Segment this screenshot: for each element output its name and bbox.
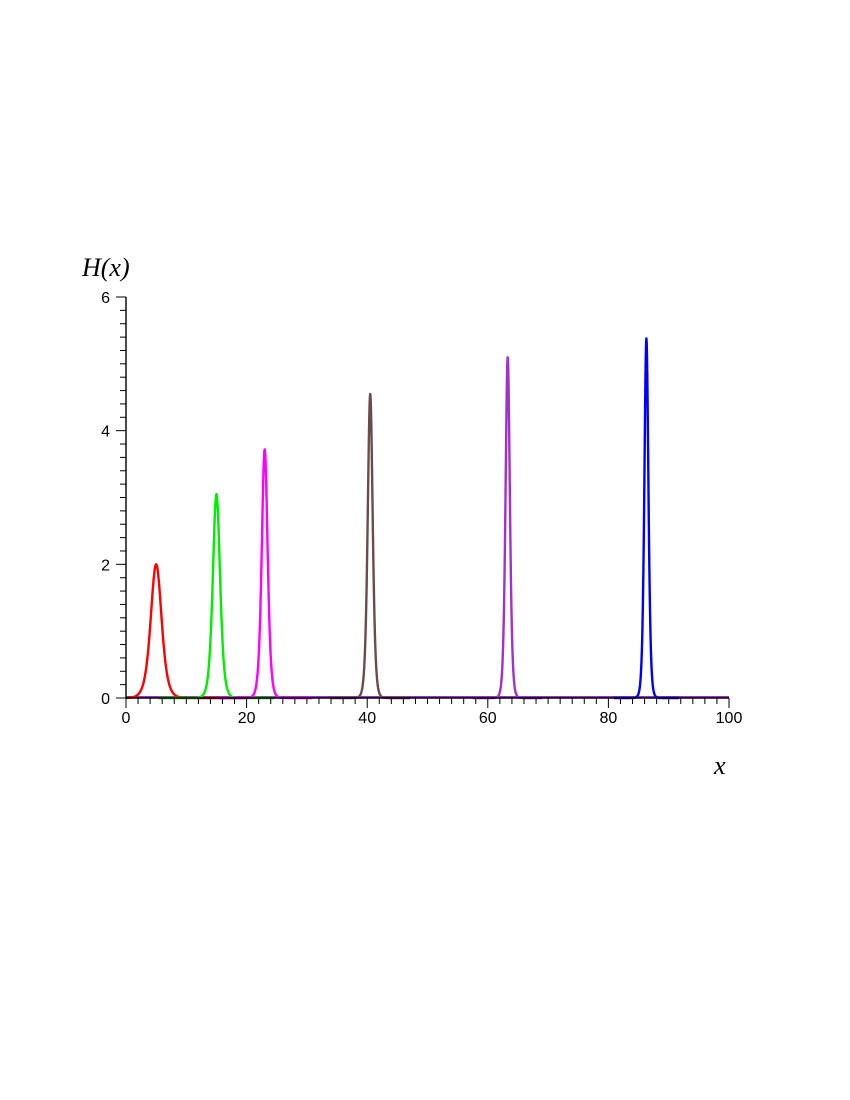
y-tick-label: 4	[101, 424, 110, 441]
axes: 0 20 40 60 80 100 0 2 4 6	[101, 290, 742, 727]
y-tick-label: 0	[101, 691, 110, 708]
x-ticks: 0 20 40 60 80 100	[122, 698, 743, 727]
x-tick-label: 40	[358, 710, 376, 727]
series-line-4	[329, 392, 411, 700]
series-line-3	[216, 448, 313, 700]
x-tick-label: 0	[122, 710, 131, 727]
series-line-5	[472, 356, 544, 700]
y-tick-label: 2	[101, 557, 110, 574]
x-tick-label: 100	[716, 710, 743, 727]
y-tick-label: 6	[101, 290, 110, 307]
plot-area	[125, 337, 729, 700]
y-ticks: 0 2 4 6	[101, 290, 126, 708]
y-axis-title: H(x)	[81, 253, 130, 282]
x-tick-label: 80	[600, 710, 618, 727]
x-tick-label: 60	[479, 710, 497, 727]
x-tick-label: 20	[238, 710, 256, 727]
x-axis-title: x	[713, 751, 726, 780]
series-line-6	[612, 337, 680, 700]
